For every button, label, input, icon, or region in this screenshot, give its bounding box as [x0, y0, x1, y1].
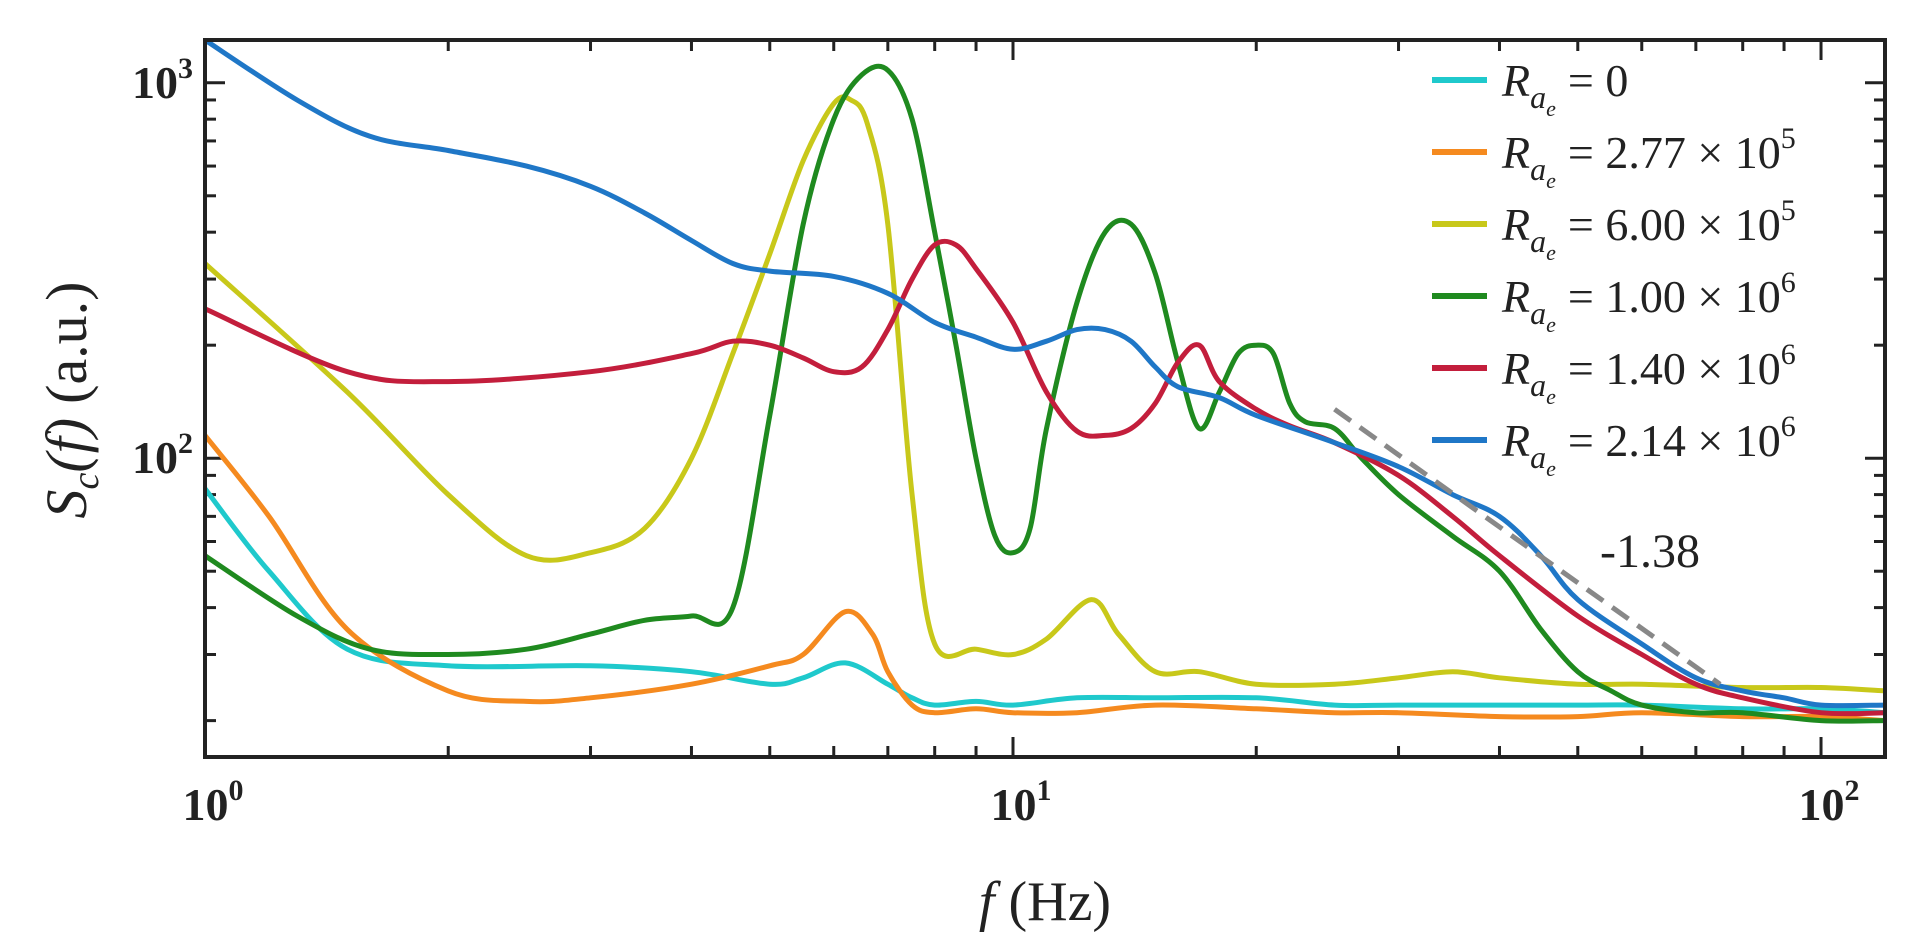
reference-slope-line — [1333, 407, 1722, 687]
y-axis-subscript: c — [65, 473, 107, 490]
series-line-1 — [205, 486, 1885, 716]
reference-slope-label: -1.38 — [1600, 525, 1700, 578]
y-axis-label: Sc(f) (a.u.) — [34, 282, 107, 519]
legend-label: Rae= 2.77 × 105 — [1501, 122, 1796, 193]
plot-frame — [203, 38, 1887, 759]
x-tick-labels: 100 101 102 — [183, 774, 1860, 830]
x-axis-label: f (Hz) — [979, 871, 1111, 933]
series-lines — [205, 40, 1885, 724]
legend-item-3: Rae= 6.00 × 105 — [1432, 194, 1796, 265]
legend-label: Rae= 0 — [1501, 55, 1628, 121]
x-tick-label: 100 — [183, 774, 244, 830]
legend-label: Rae= 6.00 × 105 — [1501, 194, 1796, 265]
y-tick-labels: 102 103 — [132, 52, 193, 483]
y-tick-label: 102 — [132, 427, 193, 483]
y-axis-arg: (f) — [34, 418, 99, 473]
series-line-2 — [205, 432, 1885, 724]
series-line-5 — [205, 238, 1885, 717]
series-layer — [205, 40, 1885, 724]
series-line-6 — [205, 40, 1885, 709]
legend-item-1: Rae= 0 — [1432, 55, 1628, 121]
x-tick-label: 102 — [1799, 774, 1860, 830]
y-axis-unit: (a.u.) — [34, 282, 99, 404]
legend-item-2: Rae= 2.77 × 105 — [1432, 122, 1796, 193]
legend-label: Rae= 2.14 × 106 — [1501, 410, 1796, 481]
x-axis-symbol: f — [979, 871, 1002, 933]
legend-item-5: Rae= 1.40 × 106 — [1432, 338, 1796, 409]
y-axis-symbol: S — [34, 490, 99, 519]
x-tick-label: 101 — [991, 774, 1052, 830]
series-line-4 — [205, 63, 1885, 724]
x-axis-unit: (Hz) — [1008, 871, 1111, 933]
legend-label: Rae= 1.00 × 106 — [1501, 266, 1796, 337]
y-tick-label: 103 — [132, 52, 193, 108]
legend-label: Rae= 1.40 × 106 — [1501, 338, 1796, 409]
series-line-3 — [205, 94, 1885, 694]
legend-item-4: Rae= 1.00 × 106 — [1432, 266, 1796, 337]
legend-item-6: Rae= 2.14 × 106 — [1432, 410, 1796, 481]
